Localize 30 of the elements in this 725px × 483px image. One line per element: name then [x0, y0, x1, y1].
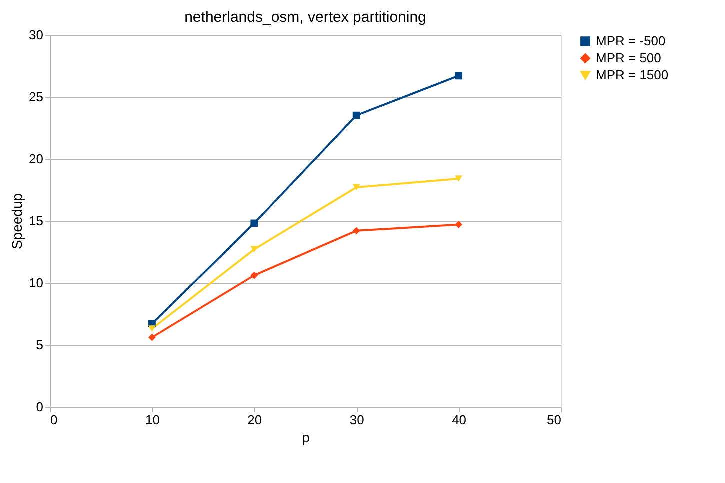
y-tick-label: 10 — [29, 276, 44, 290]
point — [352, 112, 360, 120]
y-tick-label: 20 — [29, 152, 44, 166]
point — [352, 227, 360, 235]
x-axis-title: p — [302, 430, 310, 446]
point — [455, 221, 463, 228]
x-tick-label: 10 — [145, 412, 160, 428]
point — [148, 326, 156, 332]
point — [250, 220, 258, 228]
y-tick-label: 5 — [36, 338, 44, 352]
point — [352, 184, 360, 191]
y-tick-label: 25 — [29, 90, 44, 104]
point — [250, 246, 258, 253]
y-tick-label: 30 — [29, 28, 44, 42]
legend-label: MPR = 1500 — [596, 68, 669, 82]
x-tick-label: 30 — [350, 412, 364, 428]
x-tick-label: 20 — [248, 412, 262, 428]
x-tick-label: 0 — [50, 412, 58, 428]
point — [455, 176, 463, 182]
y-axis-title: Speedup — [9, 193, 26, 250]
point — [148, 334, 156, 342]
legend-label: MPR = 500 — [596, 50, 662, 66]
y-tick-label: 0 — [36, 400, 44, 414]
x-tick-label: 50 — [547, 412, 562, 428]
point — [455, 72, 463, 80]
chart-title: netherlands_osm, vertex partitioning — [184, 9, 426, 26]
y-tick-label: 15 — [29, 214, 44, 228]
x-tick-label: 40 — [452, 412, 467, 428]
legend-label: MPR = -500 — [596, 34, 666, 48]
point — [250, 272, 258, 280]
